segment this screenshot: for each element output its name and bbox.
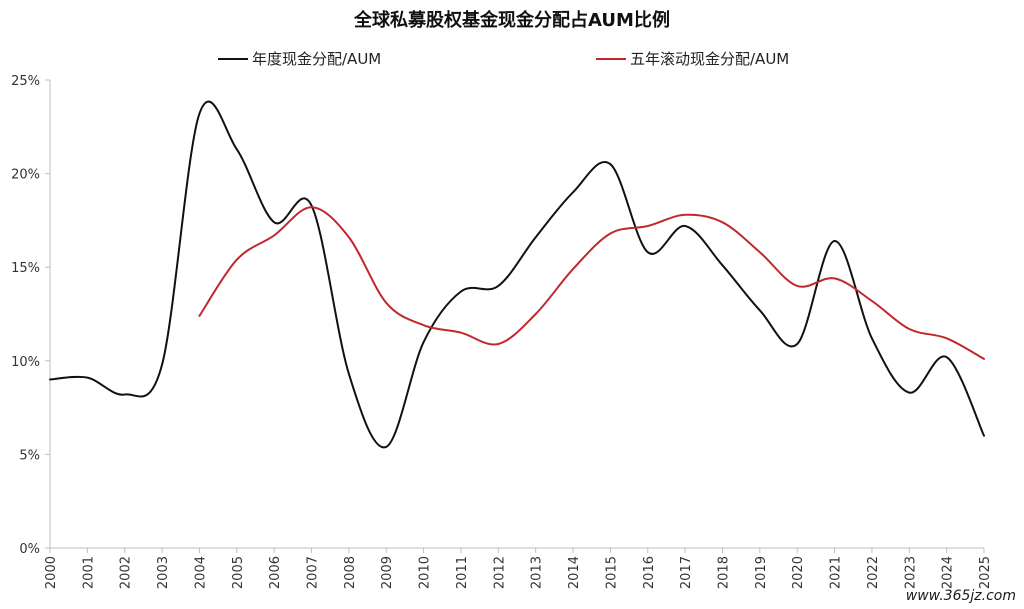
x-tick-label: 2014 — [567, 556, 582, 589]
x-tick-label: 2002 — [119, 556, 134, 589]
x-axis: 2000 2001 2002 2003 2004 2005 2006 2007 2008 2009… — [44, 547, 993, 589]
x-tick-label: 2021 — [829, 556, 844, 589]
series-line-annual — [49, 100, 985, 449]
plot-area — [49, 100, 985, 449]
x-tick-label: 2023 — [903, 556, 918, 589]
x-tick-label: 2009 — [380, 556, 395, 589]
x-tick-label: 2000 — [44, 556, 59, 589]
x-tick-label: 2004 — [193, 556, 208, 589]
y-tick-label: 10% — [11, 355, 40, 370]
y-tick-label: 25% — [11, 74, 40, 89]
x-tick-label: 2018 — [716, 556, 731, 589]
y-tick-label: 5% — [19, 448, 40, 463]
chart-title: 全球私募股权基金现金分配占AUM比例 — [353, 9, 670, 31]
x-tick-label: 2024 — [941, 556, 956, 589]
x-tick-label: 2017 — [679, 556, 694, 589]
x-tick-label: 2006 — [268, 556, 283, 589]
x-tick-label: 2008 — [343, 556, 358, 589]
x-tick-label: 2011 — [455, 556, 470, 589]
watermark-text: www.365jz.com — [906, 588, 1016, 604]
legend-label-rolling: 五年滚动现金分配/AUM — [630, 50, 789, 68]
y-axis: 0% 5% 10% 15% 20% 25% — [11, 74, 51, 557]
x-tick-label: 2003 — [156, 556, 171, 589]
x-tick-label: 2016 — [642, 556, 657, 589]
x-tick-label: 2025 — [978, 556, 993, 589]
x-tick-label: 2005 — [231, 556, 246, 589]
y-tick-label: 15% — [11, 261, 40, 276]
x-tick-label: 2022 — [866, 556, 881, 589]
y-tick-label: 20% — [11, 168, 40, 183]
x-tick-label: 2010 — [418, 556, 433, 589]
x-tick-label: 2020 — [791, 556, 806, 589]
x-tick-label: 2001 — [81, 556, 96, 589]
x-tick-label: 2015 — [604, 556, 619, 589]
x-tick-label: 2019 — [754, 556, 769, 589]
y-tick-label: 0% — [19, 542, 40, 557]
x-tick-label: 2013 — [530, 556, 545, 589]
legend-label-annual: 年度现金分配/AUM — [252, 50, 381, 68]
x-tick-label: 2012 — [492, 556, 507, 589]
legend: 年度现金分配/AUM 五年滚动现金分配/AUM — [218, 50, 789, 68]
x-tick-label: 2007 — [306, 556, 321, 589]
series-line-rolling — [198, 206, 985, 360]
